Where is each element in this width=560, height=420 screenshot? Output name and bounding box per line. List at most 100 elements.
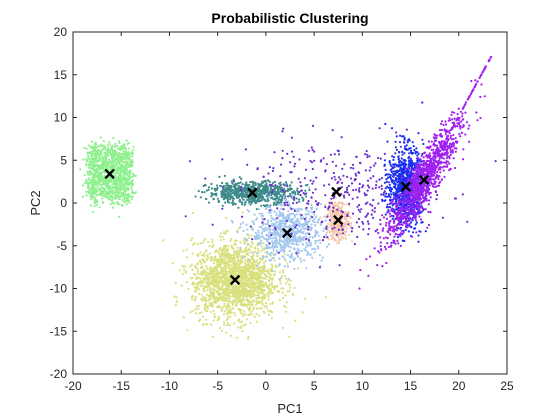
data-point	[222, 296, 225, 299]
data-point	[96, 204, 99, 207]
data-point	[362, 228, 365, 231]
data-point	[290, 252, 293, 255]
data-point	[257, 208, 260, 211]
data-point	[79, 168, 82, 171]
data-point	[380, 187, 383, 190]
data-point	[198, 260, 202, 263]
data-point	[266, 292, 269, 295]
data-point	[255, 274, 258, 277]
data-point	[92, 180, 95, 183]
data-point	[213, 298, 216, 301]
data-point	[232, 300, 235, 303]
data-point	[196, 272, 199, 275]
data-point	[100, 189, 103, 192]
data-point	[111, 206, 115, 209]
data-point	[324, 233, 327, 236]
data-point	[344, 234, 347, 237]
data-point	[289, 171, 292, 174]
data-point	[240, 185, 243, 188]
data-point	[320, 203, 323, 206]
data-point	[246, 228, 249, 231]
data-point	[218, 253, 221, 256]
data-point	[275, 264, 278, 267]
data-point	[352, 167, 355, 170]
data-point	[105, 160, 108, 164]
data-point	[121, 169, 124, 172]
data-point	[205, 318, 208, 321]
data-point	[265, 246, 268, 249]
data-point	[250, 261, 253, 264]
data-point	[90, 140, 93, 143]
data-point	[382, 193, 385, 196]
data-point	[224, 201, 227, 204]
data-point	[113, 174, 116, 177]
data-point	[216, 264, 219, 267]
data-point	[380, 184, 383, 187]
data-point	[205, 271, 208, 274]
data-point	[88, 158, 91, 161]
data-point	[267, 313, 271, 316]
data-point	[208, 294, 211, 297]
data-point	[368, 186, 371, 189]
data-point	[273, 210, 276, 213]
data-point	[94, 180, 97, 183]
data-point	[224, 305, 227, 308]
data-point	[200, 271, 203, 274]
data-point	[204, 308, 207, 311]
data-point	[128, 142, 131, 145]
data-point	[305, 267, 308, 270]
data-point	[220, 190, 223, 193]
data-point	[209, 273, 212, 276]
data-point	[247, 294, 250, 297]
data-point	[265, 229, 268, 232]
data-point	[197, 282, 200, 286]
data-point	[215, 305, 219, 308]
data-point	[436, 193, 439, 197]
data-point	[221, 299, 224, 302]
data-point	[278, 278, 281, 281]
data-point	[280, 207, 283, 210]
data-point	[256, 279, 259, 282]
data-point	[279, 282, 282, 286]
data-point	[186, 256, 189, 259]
data-point	[110, 145, 113, 148]
data-point	[114, 142, 117, 146]
data-point	[300, 185, 303, 188]
data-point	[271, 284, 274, 287]
data-point	[208, 302, 211, 305]
data-point	[244, 293, 247, 296]
data-point	[292, 236, 295, 239]
data-point	[240, 298, 243, 301]
data-point	[267, 272, 271, 275]
data-point	[210, 187, 214, 190]
data-point	[222, 198, 225, 201]
data-point	[273, 218, 276, 221]
data-point	[199, 242, 202, 245]
data-point	[325, 227, 328, 230]
data-point	[248, 260, 252, 263]
data-point	[270, 217, 274, 220]
data-point	[232, 260, 235, 263]
data-point	[358, 203, 361, 207]
data-point	[248, 248, 251, 252]
data-point	[304, 235, 307, 238]
data-point	[279, 175, 282, 178]
data-point	[366, 212, 370, 215]
data-point	[310, 161, 314, 164]
data-point	[112, 186, 115, 189]
data-point	[235, 265, 238, 268]
data-point	[328, 219, 331, 222]
data-point	[260, 232, 263, 235]
data-point	[193, 272, 196, 276]
data-point	[256, 197, 260, 201]
data-point	[288, 283, 291, 286]
data-point	[320, 259, 323, 262]
data-point	[300, 249, 303, 253]
data-point	[299, 194, 302, 197]
data-point	[250, 303, 253, 306]
data-point	[131, 189, 134, 192]
data-point	[120, 180, 123, 183]
data-point	[102, 192, 105, 195]
data-point	[197, 190, 200, 193]
data-point	[267, 193, 270, 196]
